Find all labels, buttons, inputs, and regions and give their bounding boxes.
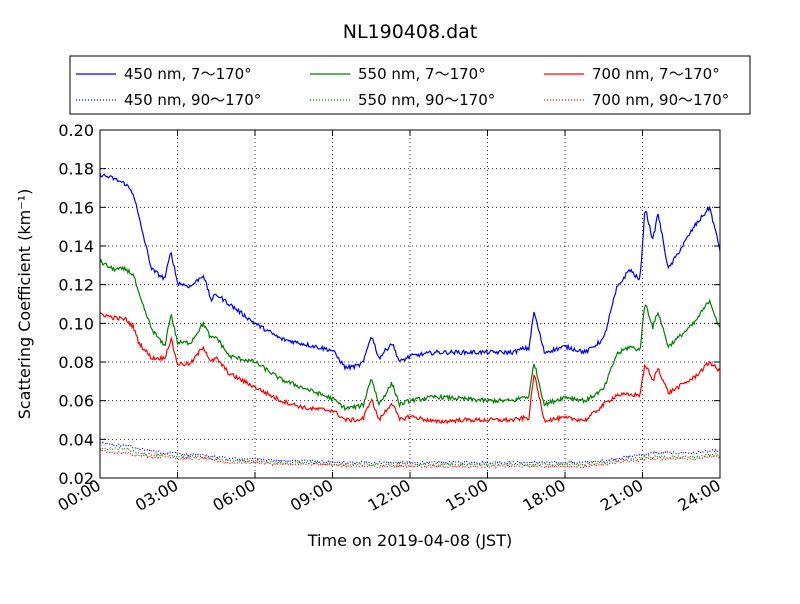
series-line bbox=[99, 258, 721, 412]
y-axis-label: Scattering Coefficient (km⁻¹) bbox=[15, 189, 34, 420]
series-line bbox=[99, 441, 721, 465]
y-tick-label: 0.08 bbox=[58, 353, 94, 372]
y-tick-label: 0.20 bbox=[58, 121, 94, 140]
y-tick-label: 0.02 bbox=[58, 469, 94, 488]
y-tick-label: 0.04 bbox=[58, 430, 94, 449]
y-tick-label: 0.16 bbox=[58, 198, 94, 217]
x-tick-label: 18:00 bbox=[520, 475, 569, 515]
x-tick-label: 09:00 bbox=[287, 475, 336, 515]
legend-label: 450 nm, 90～170° bbox=[124, 91, 261, 109]
legend-box bbox=[69, 55, 751, 115]
legend-label: 450 nm, 7～170° bbox=[124, 65, 252, 83]
series-line bbox=[99, 172, 721, 372]
x-tick-label: 06:00 bbox=[210, 475, 259, 515]
series-line bbox=[99, 446, 721, 467]
grid bbox=[100, 130, 720, 478]
y-tick-label: 0.06 bbox=[58, 392, 94, 411]
x-tick-label: 21:00 bbox=[597, 475, 646, 515]
y-tick-label: 0.12 bbox=[58, 276, 94, 295]
chart-title: NL190408.dat bbox=[343, 21, 478, 43]
x-axis-label: Time on 2019-04-08 (JST) bbox=[307, 531, 512, 550]
y-tick-label: 0.18 bbox=[58, 160, 94, 179]
x-tick-label: 03:00 bbox=[132, 475, 181, 515]
legend: 450 nm, 7～170° 550 nm, 7～170° 700 nm, 7～17… bbox=[69, 55, 751, 115]
x-tick-label: 12:00 bbox=[365, 475, 414, 515]
x-tick-label: 24:00 bbox=[675, 475, 724, 515]
legend-label: 700 nm, 90～170° bbox=[592, 91, 729, 109]
series-layer bbox=[99, 172, 721, 469]
ticks: 00:00 03:00 06:00 09:00 12:00 15:00 18:00 21:00… bbox=[55, 121, 724, 515]
y-tick-label: 0.10 bbox=[58, 314, 94, 333]
legend-label: 550 nm, 7～170° bbox=[358, 65, 486, 83]
legend-label: 700 nm, 7～170° bbox=[592, 65, 720, 83]
legend-label: 550 nm, 90～170° bbox=[358, 91, 495, 109]
series-line bbox=[99, 311, 721, 425]
y-tick-label: 0.14 bbox=[58, 237, 94, 256]
series-line bbox=[99, 449, 721, 469]
x-tick-label: 15:00 bbox=[442, 475, 491, 515]
